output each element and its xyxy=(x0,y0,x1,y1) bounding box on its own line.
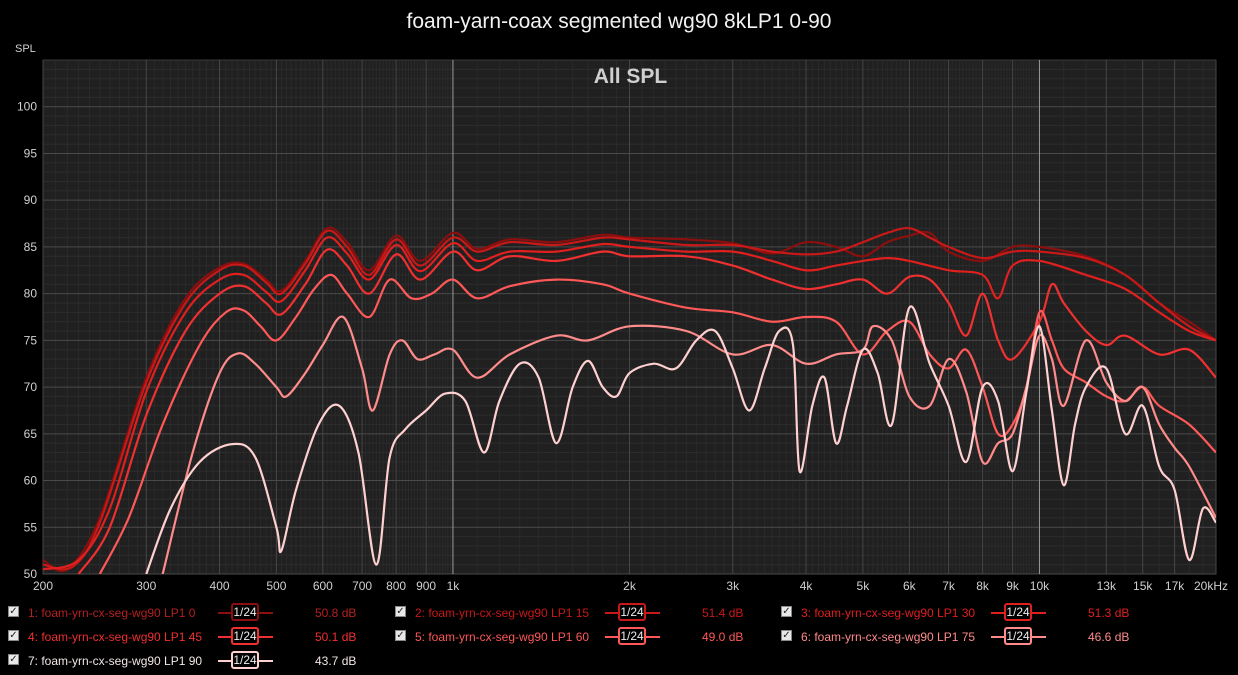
legend-label: 1: foam-yrn-cx-seg-wg90 LP1 0 xyxy=(28,606,196,620)
legend-checkbox[interactable]: ✓ xyxy=(8,606,19,617)
legend-label: 6: foam-yrn-cx-seg-wg90 LP1 75 xyxy=(801,630,976,644)
y-tick-label: 80 xyxy=(24,287,38,301)
legend-level: 50.1 dB xyxy=(315,630,357,644)
smoothing-button[interactable]: 1/24 xyxy=(618,627,646,645)
spl-chart: 50 55 60 65 70 75 80 85 90 95 100 200 300 400 500 600 70… xyxy=(15,43,1228,593)
y-tick-label: 60 xyxy=(24,474,38,488)
x-tick-label: 7k xyxy=(942,579,956,593)
legend-level: 43.7 dB xyxy=(315,654,357,668)
y-tick-label: 65 xyxy=(24,427,38,441)
x-tick-label: 600 xyxy=(313,579,333,593)
legend-item-6: ✓ 6: foam-yrn-cx-seg-wg90 LP1 75 1/24 46.6 … xyxy=(781,626,1151,648)
smoothing-button[interactable]: 1/24 xyxy=(1004,603,1032,621)
series-line-7 xyxy=(145,305,1216,574)
legend-label: 2: foam-yrn-cx-seg-wg90 LP1 15 xyxy=(415,606,590,620)
legend-item-7: ✓ 7: foam-yrn-cx-seg-wg90 LP1 90 1/24 43.7 … xyxy=(8,650,378,672)
y-tick-label: 75 xyxy=(24,333,38,347)
x-tick-label: 800 xyxy=(386,579,406,593)
y-tick-label: 90 xyxy=(24,193,38,207)
legend-item-5: ✓ 5: foam-yrn-cx-seg-wg90 LP1 60 1/24 49.0 … xyxy=(395,626,765,648)
legend-checkbox[interactable]: ✓ xyxy=(8,630,19,641)
x-tick-label: 4k xyxy=(800,579,814,593)
legend-checkbox[interactable]: ✓ xyxy=(8,654,19,665)
smoothing-button[interactable]: 1/24 xyxy=(231,651,259,669)
x-tick-label: 700 xyxy=(352,579,372,593)
x-tick-label: 1k xyxy=(447,579,461,593)
x-tick-label: 500 xyxy=(266,579,286,593)
x-tick-label: 20kHz xyxy=(1194,579,1228,593)
legend-label: 7: foam-yrn-cx-seg-wg90 LP1 90 xyxy=(28,654,203,668)
legend-level: 50.8 dB xyxy=(315,606,357,620)
x-tick-label: 13k xyxy=(1097,579,1117,593)
x-tick-label: 5k xyxy=(857,579,871,593)
y-axis-label: SPL xyxy=(15,43,36,55)
legend-label: 3: foam-yrn-cx-seg-wg90 LP1 30 xyxy=(801,606,976,620)
smoothing-button[interactable]: 1/24 xyxy=(231,627,259,645)
legend-checkbox[interactable]: ✓ xyxy=(781,606,792,617)
series-line-6 xyxy=(161,315,1216,574)
legend-item-2: ✓ 2: foam-yrn-cx-seg-wg90 LP1 15 1/24 51.4 … xyxy=(395,602,765,624)
series-line-3 xyxy=(43,236,1216,571)
legend-item-4: ✓ 4: foam-yrn-cx-seg-wg90 LP1 45 1/24 50.1 … xyxy=(8,626,378,648)
series-line-5 xyxy=(98,273,1216,574)
series-line-1 xyxy=(43,226,1216,573)
smoothing-button[interactable]: 1/24 xyxy=(231,603,259,621)
legend-checkbox[interactable]: ✓ xyxy=(781,630,792,641)
legend-checkbox[interactable]: ✓ xyxy=(395,606,406,617)
x-tick-label: 3k xyxy=(726,579,740,593)
x-tick-label: 15k xyxy=(1133,579,1153,593)
legend-level: 51.3 dB xyxy=(1088,606,1130,620)
x-tick-label: 400 xyxy=(210,579,230,593)
legend-item-1: ✓ 1: foam-yrn-cx-seg-wg90 LP1 0 1/24 50.8 d… xyxy=(8,602,378,624)
chart-title: All SPL xyxy=(594,65,668,88)
smoothing-button[interactable]: 1/24 xyxy=(618,603,646,621)
x-tick-label: 6k xyxy=(903,579,917,593)
x-tick-label: 10k xyxy=(1030,579,1050,593)
legend: ✓ 1: foam-yrn-cx-seg-wg90 LP1 0 1/24 50.8 d… xyxy=(0,600,1238,675)
series-line-4 xyxy=(77,248,1216,574)
series-line-2 xyxy=(43,226,1216,571)
legend-label: 5: foam-yrn-cx-seg-wg90 LP1 60 xyxy=(415,630,590,644)
window-title: foam-yarn-coax segmented wg90 8kLP1 0-90 xyxy=(406,10,832,33)
legend-item-3: ✓ 3: foam-yrn-cx-seg-wg90 LP1 30 1/24 51.3 … xyxy=(781,602,1151,624)
y-tick-label: 85 xyxy=(24,240,38,254)
legend-checkbox[interactable]: ✓ xyxy=(395,630,406,641)
y-tick-label: 70 xyxy=(24,380,38,394)
legend-level: 46.6 dB xyxy=(1088,630,1130,644)
x-tick-label: 200 xyxy=(33,579,53,593)
x-tick-label: 17k xyxy=(1165,579,1185,593)
legend-level: 51.4 dB xyxy=(702,606,744,620)
x-tick-label: 900 xyxy=(416,579,436,593)
x-tick-label: 2k xyxy=(623,579,637,593)
smoothing-button[interactable]: 1/24 xyxy=(1004,627,1032,645)
x-tick-label: 8k xyxy=(976,579,990,593)
legend-level: 49.0 dB xyxy=(702,630,744,644)
y-tick-label: 95 xyxy=(24,146,38,160)
y-tick-label: 55 xyxy=(24,520,38,534)
y-tick-label: 50 xyxy=(24,567,38,581)
legend-label: 4: foam-yrn-cx-seg-wg90 LP1 45 xyxy=(28,630,203,644)
x-tick-label: 300 xyxy=(136,579,156,593)
x-tick-label: 9k xyxy=(1006,579,1020,593)
y-tick-label: 100 xyxy=(17,100,37,114)
